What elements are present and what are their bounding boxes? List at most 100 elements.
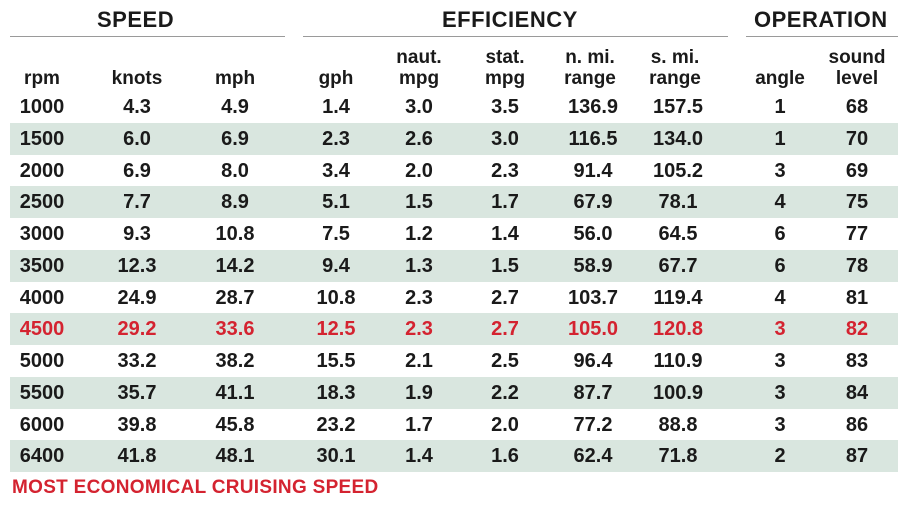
cell-angle: 3 xyxy=(774,381,786,404)
table-row: 2000 6.9 8.0 3.4 2.0 2.3 91.4 105.2 3 69 xyxy=(10,155,898,187)
column-header-gph: gph xyxy=(318,68,354,89)
cell-gph: 18.3 xyxy=(316,381,356,404)
cell-s-mi-range: 157.5 xyxy=(652,96,704,118)
column-header-n-mi-range: n. mi. range xyxy=(564,47,616,89)
cell-gph: 30.1 xyxy=(316,445,356,468)
cell-s-mi-range: 64.5 xyxy=(658,223,698,245)
cell-mph: 41.1 xyxy=(215,381,255,404)
cell-mph: 33.6 xyxy=(215,318,255,341)
cell-stat-mpg: 2.7 xyxy=(491,318,519,341)
cell-rpm: 4000 xyxy=(19,286,65,309)
cell-angle: 2 xyxy=(774,445,786,468)
cell-n-mi-range: 58.9 xyxy=(573,254,613,277)
cell-rpm: 5000 xyxy=(19,350,65,372)
cell-s-mi-range: 119.4 xyxy=(653,286,703,309)
cell-mph: 6.9 xyxy=(221,127,249,150)
cell-mph: 28.7 xyxy=(215,286,255,309)
cell-knots: 7.7 xyxy=(123,191,151,214)
cell-sound-level: 78 xyxy=(845,254,869,277)
cell-gph: 15.5 xyxy=(316,350,356,372)
cell-knots: 29.2 xyxy=(117,318,157,341)
cell-s-mi-range: 88.8 xyxy=(658,413,698,436)
cell-mph: 48.1 xyxy=(215,445,255,468)
cell-stat-mpg: 2.3 xyxy=(491,159,519,182)
cell-stat-mpg: 2.0 xyxy=(491,413,519,436)
cell-naut-mpg: 2.6 xyxy=(405,127,433,150)
cell-sound-level: 83 xyxy=(845,350,869,372)
cell-sound-level: 84 xyxy=(845,381,869,404)
cell-n-mi-range: 103.7 xyxy=(567,286,619,309)
cell-stat-mpg: 1.5 xyxy=(491,254,519,277)
cell-mph: 45.8 xyxy=(215,413,255,436)
cell-mph: 38.2 xyxy=(215,350,255,372)
cell-stat-mpg: 1.7 xyxy=(491,191,519,214)
column-header-sound-level: sound level xyxy=(828,47,886,89)
cell-sound-level: 70 xyxy=(845,127,869,150)
group-divider-operation xyxy=(746,36,898,37)
cell-mph: 4.9 xyxy=(221,96,249,118)
table-row: 4000 24.9 28.7 10.8 2.3 2.7 103.7 119.4 4 81 xyxy=(10,282,898,314)
table-row: 3000 9.3 10.8 7.5 1.2 1.4 56.0 64.5 6 77 xyxy=(10,218,898,250)
cell-n-mi-range: 105.0 xyxy=(567,318,619,341)
cell-s-mi-range: 105.2 xyxy=(652,159,704,182)
cell-rpm: 4500 xyxy=(19,318,65,341)
cell-gph: 1.4 xyxy=(322,96,350,118)
cell-naut-mpg: 1.2 xyxy=(405,223,433,245)
column-header-rpm: rpm xyxy=(24,68,60,89)
cell-rpm: 2500 xyxy=(19,191,65,214)
cell-stat-mpg: 3.5 xyxy=(491,96,519,118)
cell-s-mi-range: 67.7 xyxy=(658,254,698,277)
cell-n-mi-range: 62.4 xyxy=(573,445,613,468)
column-header-knots: knots xyxy=(111,68,163,89)
table-row: 6400 41.8 48.1 30.1 1.4 1.6 62.4 71.8 2 87 xyxy=(10,440,898,473)
group-divider-speed xyxy=(10,36,285,37)
cell-gph: 2.3 xyxy=(322,127,350,150)
cell-rpm: 3000 xyxy=(19,223,65,245)
cell-gph: 12.5 xyxy=(316,318,356,341)
cell-s-mi-range: 71.8 xyxy=(658,445,698,468)
table-row: 1000 4.3 4.9 1.4 3.0 3.5 136.9 157.5 1 68 xyxy=(10,91,898,123)
group-header-efficiency: EFFICIENCY xyxy=(442,7,578,32)
cell-angle: 4 xyxy=(774,191,786,214)
cell-gph: 5.1 xyxy=(322,191,350,214)
cell-knots: 39.8 xyxy=(117,413,157,436)
cell-sound-level: 82 xyxy=(845,318,869,341)
table-row: 5000 33.2 38.2 15.5 2.1 2.5 96.4 110.9 3 83 xyxy=(10,345,898,377)
cell-knots: 35.7 xyxy=(117,381,157,404)
cell-sound-level: 87 xyxy=(845,445,869,468)
group-header-operation: OPERATION xyxy=(754,7,888,32)
cell-gph: 3.4 xyxy=(322,159,350,182)
cell-naut-mpg: 2.3 xyxy=(405,318,433,341)
cell-angle: 6 xyxy=(774,254,786,277)
cell-rpm: 6400 xyxy=(19,445,65,468)
cell-angle: 3 xyxy=(774,318,786,341)
cell-n-mi-range: 77.2 xyxy=(573,413,613,436)
cell-gph: 7.5 xyxy=(322,223,350,245)
cell-stat-mpg: 1.4 xyxy=(491,223,519,245)
cell-stat-mpg: 1.6 xyxy=(491,445,519,468)
table-row: 2500 7.7 8.9 5.1 1.5 1.7 67.9 78.1 4 75 xyxy=(10,186,898,219)
cell-knots: 6.9 xyxy=(123,159,151,182)
cell-naut-mpg: 3.0 xyxy=(405,96,433,118)
column-header-mph: mph xyxy=(214,68,256,89)
cell-sound-level: 68 xyxy=(845,96,869,118)
cell-s-mi-range: 78.1 xyxy=(658,191,698,214)
cell-sound-level: 86 xyxy=(845,413,869,436)
cell-stat-mpg: 2.5 xyxy=(491,350,519,372)
cell-naut-mpg: 1.7 xyxy=(405,413,433,436)
group-header-speed: SPEED xyxy=(97,7,175,32)
cell-rpm: 6000 xyxy=(19,413,65,436)
cell-stat-mpg: 2.7 xyxy=(491,286,519,309)
cell-s-mi-range: 134.0 xyxy=(652,127,704,150)
cell-sound-level: 81 xyxy=(845,286,869,309)
cell-rpm: 1000 xyxy=(19,96,65,118)
table-row: 3500 12.3 14.2 9.4 1.3 1.5 58.9 67.7 6 78 xyxy=(10,249,898,282)
cell-rpm: 5500 xyxy=(19,381,65,404)
cell-n-mi-range: 67.9 xyxy=(573,191,613,214)
cell-gph: 9.4 xyxy=(322,254,350,277)
cell-mph: 8.0 xyxy=(221,159,249,182)
cell-n-mi-range: 136.9 xyxy=(567,96,619,118)
cell-knots: 41.8 xyxy=(117,445,157,468)
cell-stat-mpg: 2.2 xyxy=(491,381,519,404)
column-header-stat-mpg: stat. mpg xyxy=(484,47,526,89)
